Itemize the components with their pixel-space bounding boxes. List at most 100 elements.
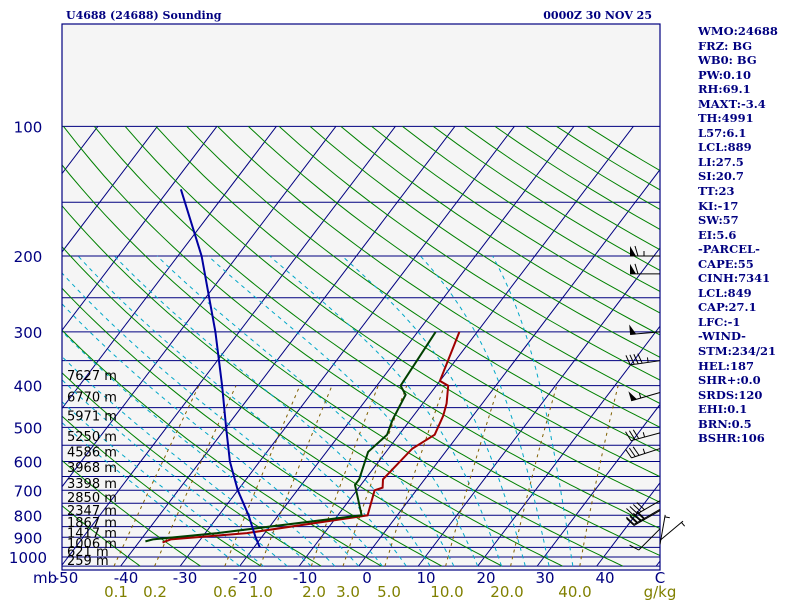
isotherm-line	[62, 126, 337, 488]
index-item: BRN:0.5	[698, 416, 752, 431]
wind-barb-staff	[630, 360, 661, 366]
isotherm-line	[62, 126, 396, 566]
wind-barb-staff	[659, 520, 684, 541]
temperature-tick-label: 20	[476, 569, 495, 587]
dry-adiabat-line	[278, 126, 660, 381]
mixing-ratio-tick-label: 5.0	[377, 583, 401, 600]
wind-barb-flag	[633, 354, 639, 364]
wind-barb	[626, 508, 661, 525]
height-label: 621 m	[67, 545, 109, 560]
temperature-tick-label: -40	[114, 569, 139, 587]
index-item: EI:5.6	[698, 227, 737, 242]
wind-barb-half-flag	[681, 522, 686, 527]
wind-barb-pennant	[629, 324, 637, 335]
moist-adiabat-line	[62, 272, 383, 567]
wind-barb-half-flag	[646, 357, 649, 363]
dry-adiabat-line	[248, 126, 660, 405]
pressure-tick-label: 400	[14, 378, 43, 396]
height-label: 3968 m	[67, 461, 117, 476]
plot-background	[62, 24, 660, 570]
index-item: RH:69.1	[698, 82, 751, 97]
wind-barb-flag	[636, 510, 645, 519]
wind-barb-staff	[630, 432, 661, 442]
index-item: CINH:7341	[698, 271, 771, 286]
height-label: 6770 m	[67, 390, 117, 405]
wind-barb-staff	[631, 448, 661, 459]
wind-barb-flag	[632, 446, 640, 456]
wind-barb-flag	[629, 506, 638, 515]
mixing-ratio-tick-label: 1.0	[249, 583, 273, 600]
index-item: TT:23	[698, 184, 735, 199]
wind-barb-flag	[628, 430, 636, 440]
wind-barb-flag	[626, 508, 635, 517]
dry-adiabat-line	[371, 126, 660, 314]
temperature-tick-label: -10	[293, 569, 318, 587]
index-item: SI:20.7	[698, 169, 744, 184]
index-item: LCL:889	[698, 140, 752, 155]
wind-barb-flag	[636, 512, 645, 520]
moist-adiabat-line	[62, 355, 312, 567]
moist-adiabat-line	[62, 379, 288, 567]
temperature-tick-label: C	[655, 569, 665, 587]
index-item: FRZ: BG	[698, 38, 753, 53]
wind-barb-half-flag	[638, 393, 642, 399]
isotherm-line	[358, 168, 660, 567]
mixing-ratio-tick-label: 20.0	[490, 583, 523, 600]
dry-adiabat-line	[62, 204, 563, 567]
wind-barb	[629, 528, 661, 551]
temperature-tick-label: 30	[535, 569, 554, 587]
height-label: 5250 m	[67, 430, 117, 445]
mixing-ratio-line	[342, 385, 408, 567]
mixing-ratio-tick-label: 0.2	[143, 583, 167, 600]
index-item: BSHR:106	[698, 431, 765, 446]
wind-barb-flag	[633, 504, 642, 513]
moist-adiabat-line	[62, 303, 360, 567]
isotherm-line	[120, 126, 456, 567]
mixing-ratio-tick-label: 40.0	[558, 583, 591, 600]
dry-adiabat-line	[62, 245, 503, 567]
wind-barb	[625, 429, 661, 442]
mixing-ratio-line	[579, 385, 619, 567]
mixing-ratio-line	[224, 385, 301, 567]
isotherm-line	[62, 126, 158, 253]
dry-adiabat-line	[186, 126, 660, 453]
wind-barb-half-flag	[642, 448, 646, 454]
moist-adiabat-line	[114, 255, 431, 567]
wind-barb-staff	[633, 510, 661, 526]
index-item: CAP:27.1	[698, 300, 757, 315]
height-label: 4586 m	[67, 446, 117, 461]
index-item: KI:-17	[698, 198, 739, 213]
wind-barb-flag	[634, 263, 639, 275]
dry-adiabat-line	[62, 505, 141, 567]
isotherm-line	[239, 126, 575, 567]
wind-barb-flag	[637, 353, 643, 364]
isotherm-line	[536, 403, 660, 567]
dry-adiabat-line	[217, 126, 660, 428]
index-item: EHI:0.1	[698, 402, 748, 417]
height-label: 1417 m	[67, 527, 117, 542]
mixing-ratio-line	[310, 385, 379, 567]
wind-barb-flag	[633, 514, 642, 522]
index-item: SW:57	[698, 213, 739, 228]
wind-barb-half-flag	[642, 432, 646, 438]
temperature-tick-label: 40	[595, 569, 614, 587]
pressure-tick-label: 800	[14, 507, 43, 525]
background-grid	[62, 125, 660, 567]
pressure-tick-label: 900	[14, 529, 43, 547]
height-label: 2347 m	[67, 504, 117, 519]
wind-barb-staff	[659, 514, 666, 545]
index-item: -PARCEL-	[698, 242, 760, 257]
wind-barb-flag	[629, 544, 640, 551]
moist-adiabat-line	[62, 401, 264, 567]
dry-adiabat-line	[309, 126, 660, 358]
wind-barb-flag	[636, 502, 645, 511]
isotherm-line	[596, 481, 660, 567]
wind-barb-pennant	[630, 263, 636, 274]
dry-adiabat-line	[62, 459, 201, 567]
wind-barb	[629, 324, 661, 335]
mixing-ratio-tick-label: g/kg	[644, 583, 677, 600]
temperature-tick-label: -50	[54, 569, 79, 587]
index-item: WMO:24688	[698, 24, 778, 38]
mixing-ratio-tick-label: 2.0	[302, 583, 326, 600]
height-label: 1867 m	[67, 516, 117, 531]
